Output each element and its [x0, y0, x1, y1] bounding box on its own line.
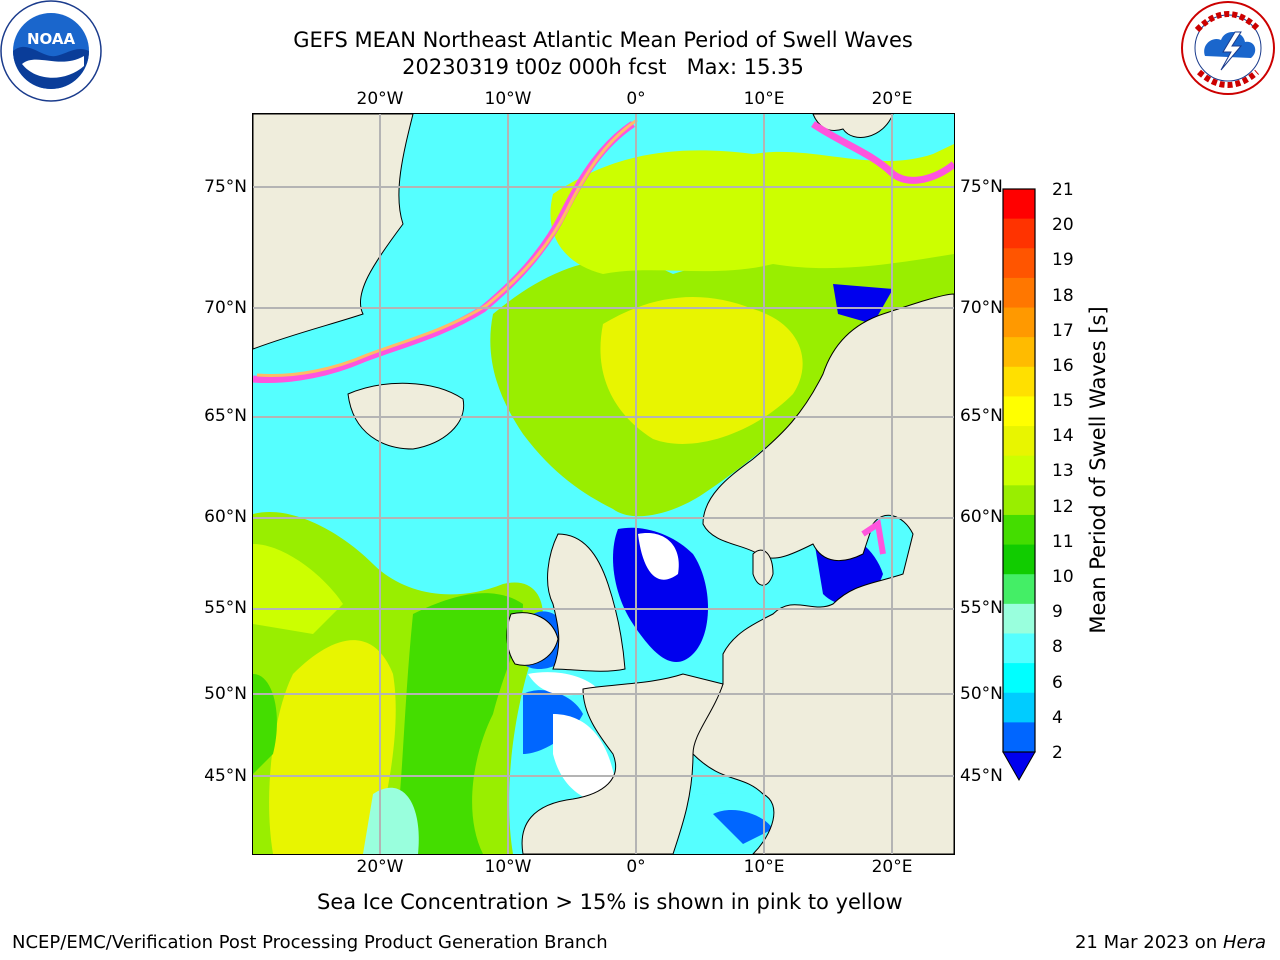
colorbar-band: [1003, 337, 1035, 368]
colorbar-band: [1003, 248, 1035, 279]
swell-region-west-1: [253, 544, 343, 634]
colorbar-tick-18: 18: [1052, 286, 1074, 306]
colorbar-band: [1003, 396, 1035, 427]
colorbar-band: [1003, 426, 1035, 457]
lon-label-top-10e: 10°E: [743, 89, 785, 109]
colorbar-band: [1003, 455, 1035, 486]
colorbar-tick-8: 8: [1052, 637, 1063, 657]
colorbar-band: [1003, 514, 1035, 546]
colorbar-tick-19: 19: [1052, 250, 1074, 270]
colorbar-tick-6: 6: [1052, 673, 1063, 693]
sea-ice-baltic: [861, 518, 886, 555]
swell-region-biscay-west: [393, 593, 523, 854]
lon-label-bottom-0: 0°: [626, 857, 646, 877]
colorbar-tick-17: 17: [1052, 321, 1074, 341]
colorbar-band: [1003, 366, 1035, 397]
colorbar-band: [1003, 277, 1035, 309]
colorbar-band: [1003, 663, 1035, 694]
lon-label-bottom-20w: 20°W: [356, 857, 404, 877]
colorbar: [1002, 188, 1036, 782]
lat-label-right-65n: 65°N: [960, 406, 1003, 426]
lat-label-left-50n: 50°N: [204, 684, 247, 704]
lat-label-left-75n: 75°N: [204, 177, 247, 197]
lat-label-left-60n: 60°N: [204, 507, 247, 527]
swell-region-west-edge: [253, 674, 277, 774]
lat-label-right-75n: 75°N: [960, 177, 1003, 197]
lat-label-right-60n: 60°N: [960, 507, 1003, 527]
colorbar-bands: [1003, 189, 1035, 753]
colorbar-outline: [1002, 188, 1036, 753]
colorbar-tick-20: 20: [1052, 215, 1074, 235]
colorbar-tick-21: 21: [1052, 180, 1074, 200]
nodata-biscay: [553, 714, 618, 805]
colorbar-tick-12: 12: [1052, 497, 1074, 517]
host-name: Hera: [1222, 932, 1266, 953]
colorbar-band: [1003, 189, 1035, 220]
sea-ice-edge-west-inner: [256, 118, 638, 378]
land-france-iberia: [521, 673, 724, 854]
credit-text: NCEP/EMC/Verification Post Processing Pr…: [12, 932, 608, 953]
norway-coast-blue: [833, 284, 893, 324]
swell-region-south-cyan: [363, 787, 419, 854]
colorbar-band: [1003, 485, 1035, 516]
lat-label-right-45n: 45°N: [960, 766, 1003, 786]
lon-label-bottom-20e: 20°E: [871, 857, 913, 877]
lon-label-bottom-10e: 10°E: [743, 857, 785, 877]
lat-label-left-55n: 55°N: [204, 598, 247, 618]
lon-label-top-20w: 20°W: [356, 89, 404, 109]
lat-label-left-70n: 70°N: [204, 298, 247, 318]
lat-label-left-65n: 65°N: [204, 406, 247, 426]
colorbar-band: [1003, 544, 1035, 575]
colorbar-tick-2: 2: [1052, 743, 1063, 763]
med-short-period: [713, 809, 773, 844]
lon-label-top-10w: 10°W: [484, 89, 532, 109]
colorbar-band: [1003, 633, 1035, 664]
lon-label-top-0: 0°: [626, 89, 646, 109]
lat-label-left-45n: 45°N: [204, 766, 247, 786]
sea-ice-note: Sea Ice Concentration > 15% is shown in …: [317, 890, 903, 914]
colorbar-tick-11: 11: [1052, 532, 1074, 552]
land-greenland: [253, 114, 414, 350]
nws-logo: [1181, 1, 1275, 95]
lat-label-right-55n: 55°N: [960, 598, 1003, 618]
colorbar-band: [1003, 574, 1035, 605]
graticule: [253, 114, 954, 854]
date-stamp: 21 Mar 2023 on Hera: [1075, 932, 1266, 953]
colorbar-label: Mean Period of Swell Waves [s]: [1086, 306, 1110, 634]
nodata-north-sea: [638, 533, 679, 580]
colorbar-band: [1003, 218, 1035, 249]
nodata-channel: [528, 672, 598, 696]
chart-subtitle: 20230319 t00z 000h fcst Max: 15.35: [402, 55, 804, 79]
colorbar-band: [1003, 692, 1035, 723]
colorbar-tick-15: 15: [1052, 391, 1074, 411]
swell-period-map: [253, 114, 954, 854]
colorbar-tick-4: 4: [1052, 708, 1063, 728]
lon-label-bottom-10w: 10°W: [484, 857, 532, 877]
colorbar-tick-13: 13: [1052, 461, 1074, 481]
colorbar-band: [1003, 307, 1035, 338]
colorbar-tick-10: 10: [1052, 567, 1074, 587]
lon-label-top-20e: 20°E: [871, 89, 913, 109]
lat-label-right-70n: 70°N: [960, 298, 1003, 318]
colorbar-tick-16: 16: [1052, 356, 1074, 376]
noaa-logo-text: NOAA: [27, 30, 76, 48]
colorbar-band: [1003, 722, 1035, 753]
swell-region-barents: [550, 144, 954, 274]
swell-region-max: [600, 297, 803, 444]
colorbar-tick-14: 14: [1052, 426, 1074, 446]
noaa-logo: NOAA: [0, 0, 102, 102]
colorbar-band: [1003, 603, 1035, 634]
land-great-britain: [547, 533, 626, 672]
lat-label-right-50n: 50°N: [960, 684, 1003, 704]
colorbar-tick-9: 9: [1052, 602, 1063, 622]
chart-title: GEFS MEAN Northeast Atlantic Mean Period…: [293, 28, 913, 52]
colorbar-extend-arrow: [1002, 751, 1036, 782]
map-panel: [253, 114, 954, 854]
date-text: 21 Mar 2023 on: [1074, 932, 1223, 953]
